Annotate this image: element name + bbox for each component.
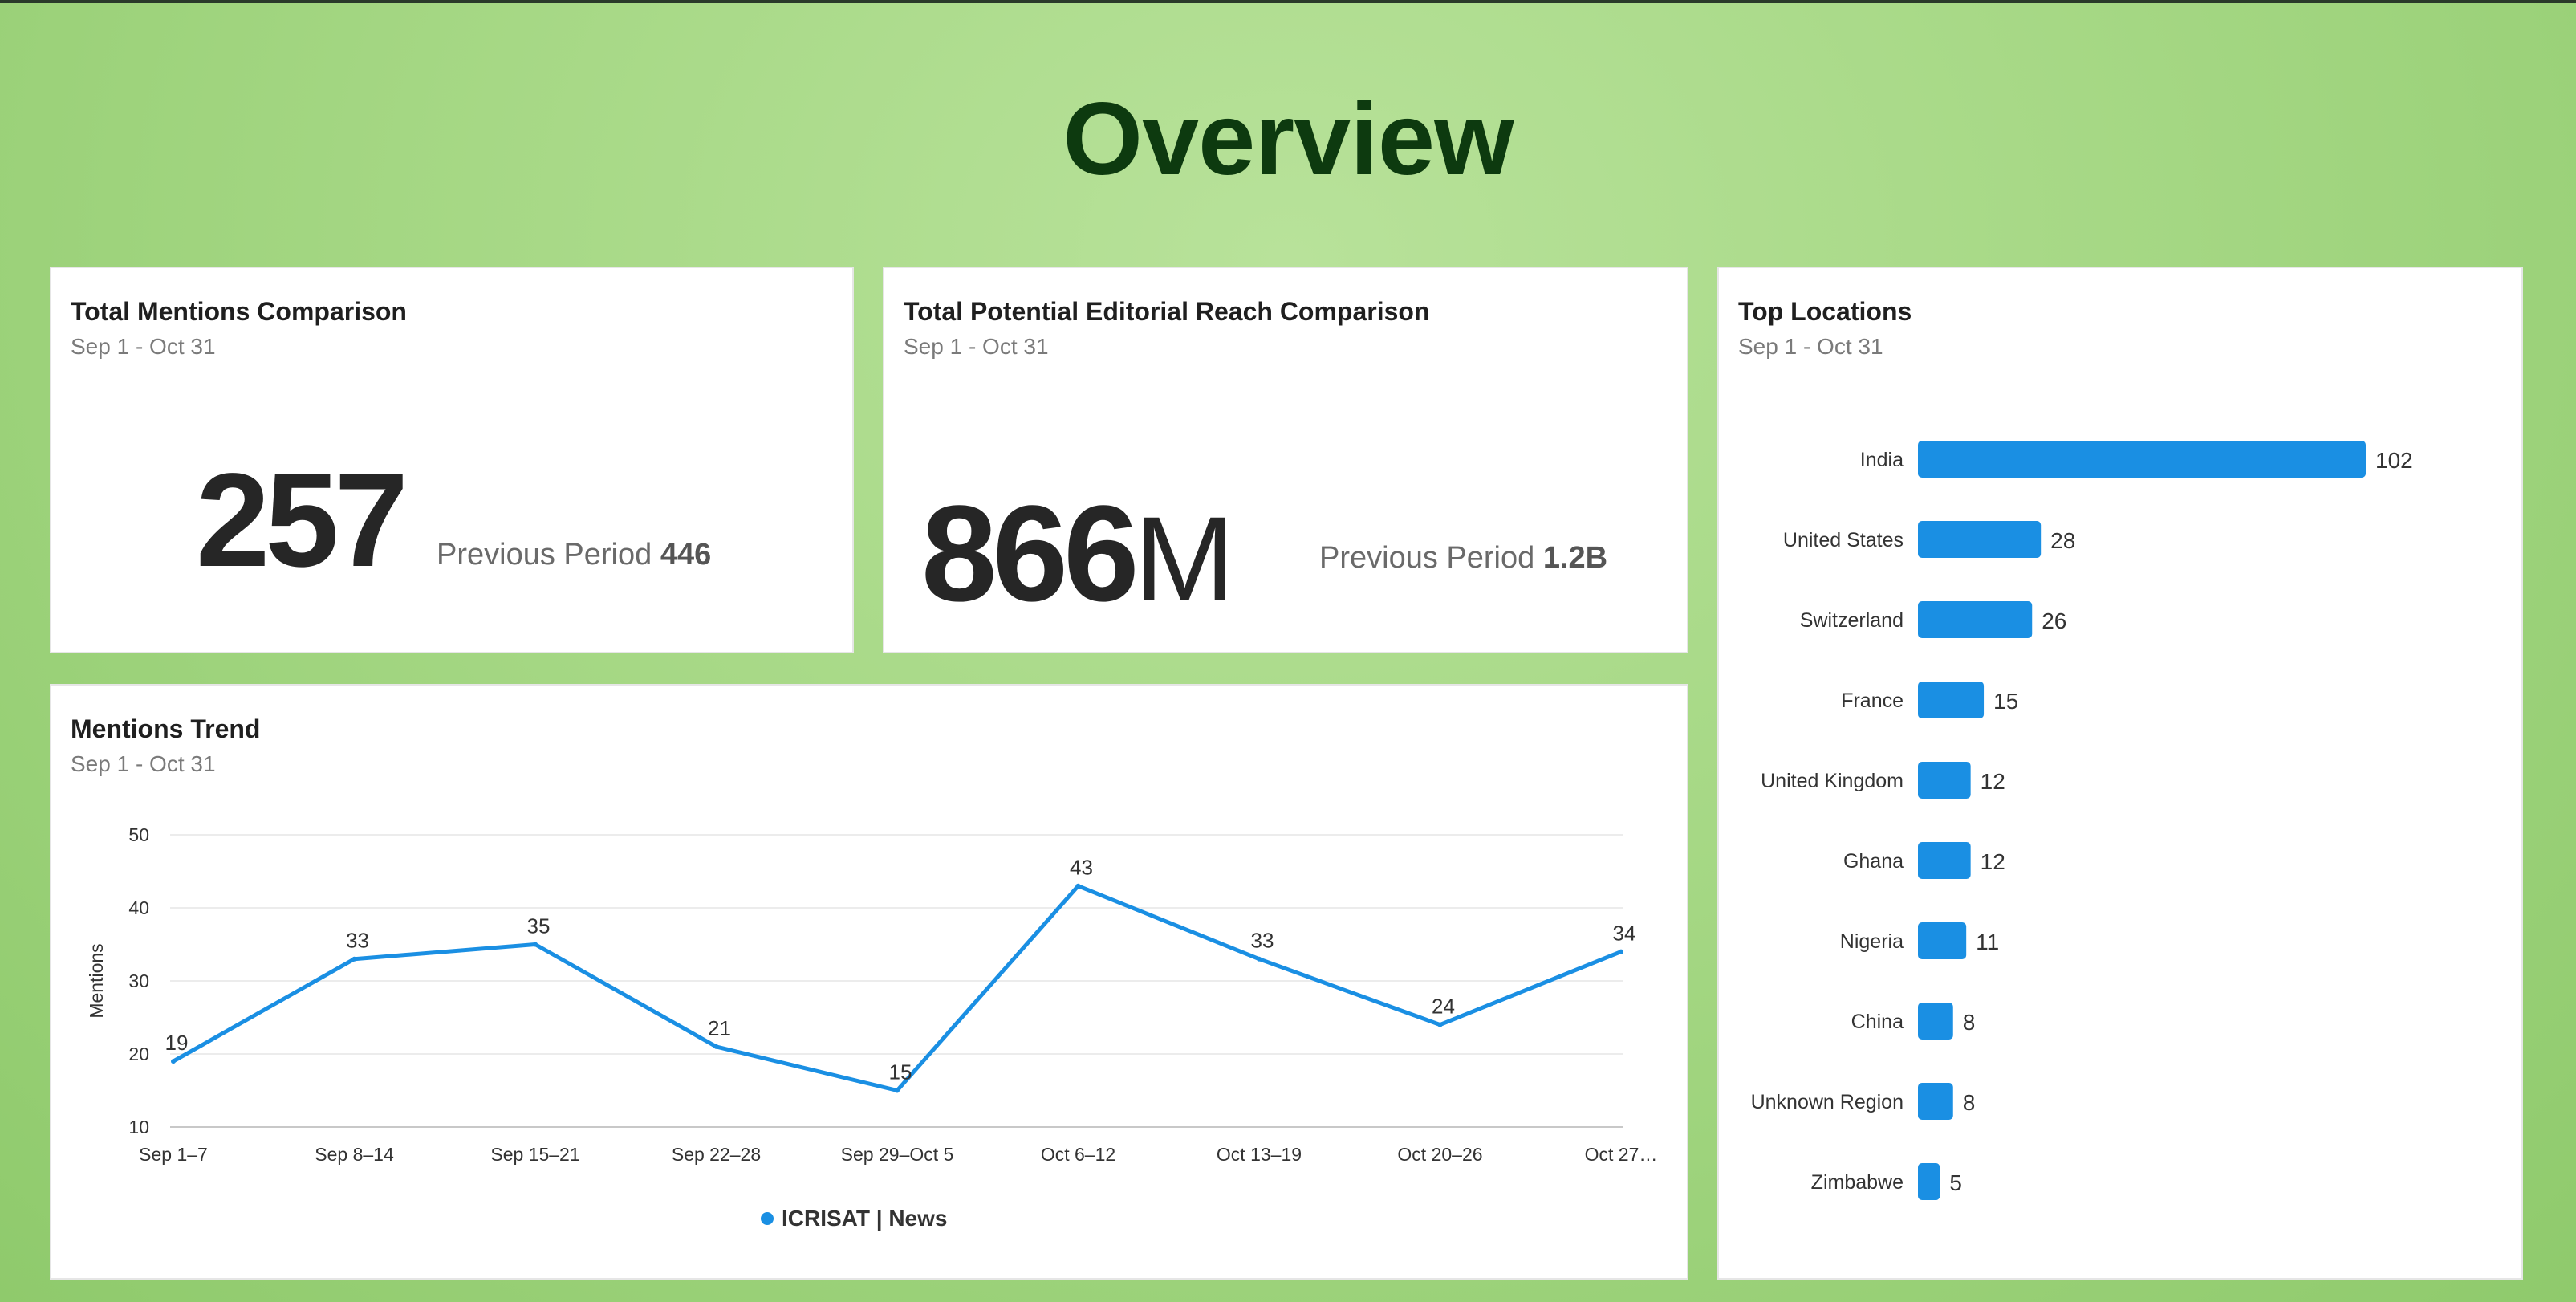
- data-point: [351, 956, 357, 962]
- data-point: [1437, 1022, 1443, 1027]
- mentions-trend-chart: 10 20 30 40 50 Mentions Sep 1–7 Sep 8–14 Sep 15–…: [86, 824, 1658, 1231]
- mentions-value: 257: [196, 446, 408, 595]
- bar-value-label: 12: [1981, 849, 2005, 874]
- card-subtitle: Sep 1 - Oct 31: [1738, 334, 1883, 359]
- data-point: [533, 942, 538, 947]
- card-subtitle: Sep 1 - Oct 31: [71, 751, 216, 776]
- x-tick-label: Sep 29–Oct 5: [841, 1144, 954, 1165]
- locations-card: Top Locations Sep 1 - Oct 31 India 102 Uni…: [1717, 267, 2523, 1280]
- data-point: [1619, 949, 1623, 954]
- bar-value-label: 28: [2050, 528, 2075, 553]
- data-label: 35: [527, 914, 551, 938]
- data-label: 33: [1251, 929, 1274, 953]
- bar-category-label: France: [1841, 690, 1904, 712]
- bar-category-label: Unknown Region: [1751, 1091, 1904, 1113]
- y-tick-label: 40: [128, 897, 149, 918]
- bar: [1918, 682, 1985, 718]
- bar: [1918, 922, 1967, 959]
- x-tick-label: Oct 6–12: [1041, 1144, 1115, 1165]
- data-point: [713, 1044, 719, 1049]
- bar: [1918, 521, 2042, 558]
- bar-category-label: United Kingdom: [1761, 770, 1904, 792]
- y-tick-label: 30: [128, 970, 149, 991]
- bar-value-label: 15: [1993, 689, 2018, 714]
- bar: [1918, 1163, 1940, 1200]
- data-point: [1257, 956, 1262, 962]
- bar-category-label: India: [1860, 449, 1904, 471]
- bar-category-label: China: [1851, 1011, 1904, 1033]
- x-tick-label: Sep 15–21: [490, 1144, 579, 1165]
- data-label: 24: [1432, 995, 1455, 1019]
- bar: [1918, 842, 1971, 879]
- bar-value-label: 26: [2042, 608, 2066, 633]
- card-title: Mentions Trend: [71, 714, 261, 743]
- data-point: [1075, 883, 1081, 889]
- y-tick-label: 20: [128, 1044, 149, 1064]
- data-point: [895, 1088, 900, 1093]
- legend-marker: [761, 1212, 774, 1225]
- bar: [1918, 762, 1971, 799]
- bar-value-label: 8: [1963, 1090, 1976, 1115]
- y-tick-label: 50: [128, 824, 149, 845]
- bar: [1918, 441, 2366, 478]
- bar-value-label: 102: [2375, 448, 2413, 473]
- data-label: 43: [1070, 856, 1093, 880]
- card-title: Total Potential Editorial Reach Comparis…: [904, 297, 1430, 326]
- card-title: Total Mentions Comparison: [71, 297, 407, 326]
- data-label: 33: [346, 929, 369, 953]
- bar-value-label: 11: [1976, 930, 1999, 954]
- x-tick-label: Oct 20–26: [1397, 1144, 1482, 1165]
- x-tick-label: Oct 27…: [1585, 1144, 1658, 1165]
- data-point: [171, 1059, 176, 1064]
- bar-category-label: Ghana: [1843, 850, 1904, 873]
- previous-period-label: Previous Period: [1319, 541, 1535, 575]
- bar-value-label: 12: [1981, 769, 2005, 794]
- bar-category-label: Zimbabwe: [1811, 1171, 1904, 1194]
- card-subtitle: Sep 1 - Oct 31: [71, 334, 216, 359]
- trend-card: Mentions Trend Sep 1 - Oct 31 10 20 30 40 50…: [50, 684, 1688, 1280]
- top-locations-chart: India 102 United States 28 Switzerland 26 Fran…: [1751, 441, 2413, 1200]
- previous-period-value: 1.2B: [1542, 541, 1608, 575]
- data-label: 15: [889, 1060, 912, 1084]
- reach-unit: M: [1134, 491, 1235, 626]
- bar: [1918, 1083, 1953, 1120]
- y-axis-label: Mentions: [86, 943, 107, 1018]
- data-label: 21: [708, 1016, 731, 1040]
- x-tick-label: Sep 22–28: [672, 1144, 761, 1165]
- reach-previous-period: Previous Period 1.2B: [1319, 541, 1607, 576]
- legend-label: ICRISAT | News: [782, 1206, 947, 1231]
- reach-value: 866M: [921, 475, 1235, 633]
- data-label: 19: [165, 1031, 189, 1055]
- bar: [1918, 601, 2033, 638]
- mentions-previous-period: Previous Period 446: [437, 538, 711, 572]
- x-tick-label: Sep 8–14: [315, 1144, 394, 1165]
- x-tick-label: Oct 13–19: [1217, 1144, 1302, 1165]
- page-title: Overview: [1062, 82, 1514, 197]
- mentions-card: Total Mentions Comparison Sep 1 - Oct 31…: [50, 267, 854, 653]
- bar: [1918, 1003, 1953, 1040]
- y-tick-label: 10: [128, 1117, 149, 1137]
- bar-value-label: 8: [1963, 1010, 1976, 1035]
- reach-card: Total Potential Editorial Reach Comparis…: [883, 267, 1688, 653]
- previous-period-label: Previous Period: [437, 538, 652, 572]
- previous-period-value: 446: [660, 538, 712, 572]
- card-subtitle: Sep 1 - Oct 31: [904, 334, 1049, 359]
- data-label: 34: [1613, 922, 1636, 946]
- bar-value-label: 5: [1949, 1170, 1962, 1195]
- top-border: [0, 0, 2576, 3]
- bar-category-label: Nigeria: [1840, 930, 1904, 953]
- reach-number: 866: [921, 478, 1140, 630]
- bar-category-label: Switzerland: [1800, 609, 1904, 632]
- x-tick-label: Sep 1–7: [139, 1144, 208, 1165]
- card-title: Top Locations: [1738, 297, 1912, 326]
- bar-category-label: United States: [1783, 529, 1904, 551]
